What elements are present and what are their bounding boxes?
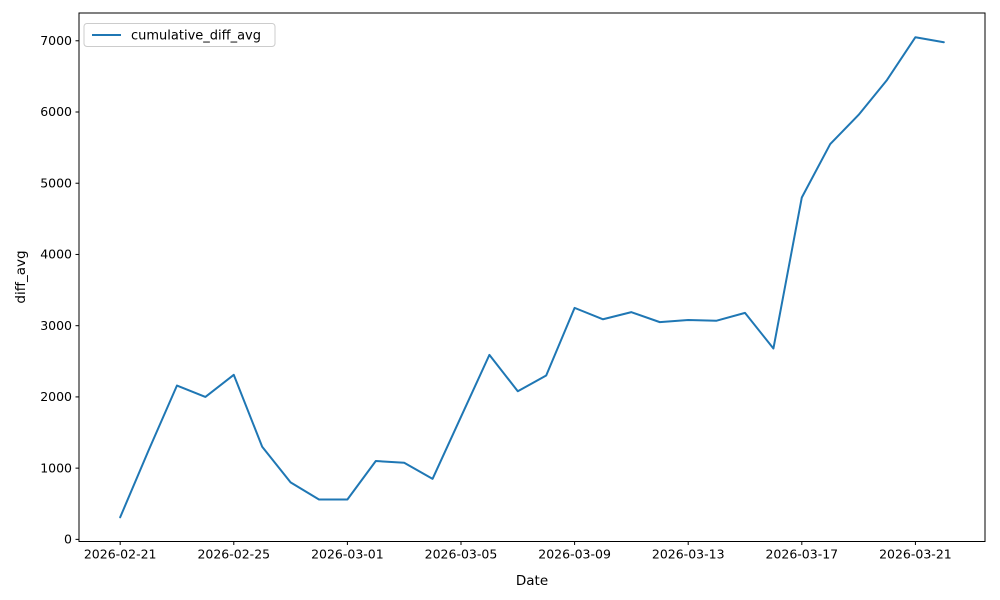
y-tick-label: 6000 [40, 104, 72, 119]
x-tick-label: 2026-03-05 [425, 547, 498, 562]
y-axis-ticks: 0 1000 2000 3000 4000 5000 6000 7000 [40, 33, 79, 546]
x-tick-label: 2026-02-25 [197, 547, 270, 562]
x-tick-label: 2026-02-21 [84, 547, 157, 562]
x-tick-label: 2026-03-09 [538, 547, 611, 562]
x-tick-label: 2026-03-17 [765, 547, 838, 562]
y-tick-label: 7000 [40, 33, 72, 48]
legend: cumulative_diff_avg [83, 23, 276, 47]
legend-frame [83, 23, 276, 47]
y-tick-label: 2000 [40, 389, 72, 404]
y-axis-label: diff_avg [13, 250, 29, 303]
x-tick-label: 2026-03-13 [652, 547, 725, 562]
legend-entry-label: cumulative_diff_avg [131, 29, 261, 44]
x-tick-label: 2026-03-21 [879, 547, 952, 562]
x-tick-label: 2026-03-01 [311, 547, 384, 562]
y-tick-label: 1000 [40, 460, 72, 475]
x-axis-ticks: 2026-02-21 2026-02-25 2026-03-01 2026-03-05… [84, 541, 952, 562]
plot-area [79, 13, 985, 542]
y-tick-label: 4000 [40, 247, 72, 262]
y-tick-label: 0 [64, 531, 72, 546]
y-tick-label: 5000 [40, 175, 72, 190]
series-line-cumulative-diff-avg [119, 36, 945, 519]
axes-spines [78, 12, 986, 542]
y-tick-label: 3000 [40, 318, 72, 333]
x-axis-label: Date [516, 573, 548, 589]
